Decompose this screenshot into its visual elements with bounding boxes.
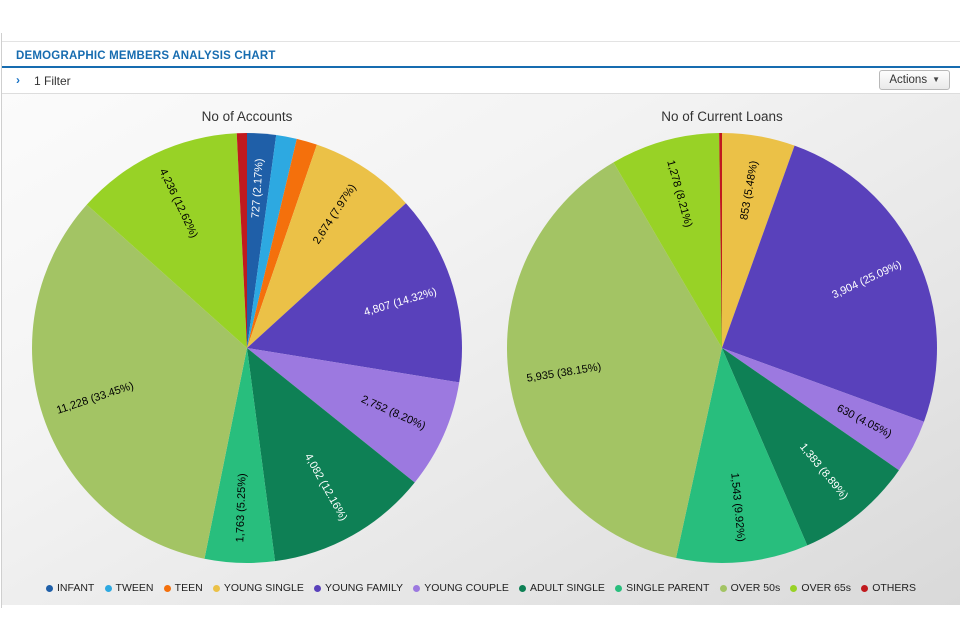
pie-chart-loans: 853 (5.48%)3,904 (25.09%)630 (4.05%)1,38… xyxy=(506,133,938,564)
legend-item-over-50s[interactable]: OVER 50s xyxy=(719,582,781,594)
pie-slice-others[interactable] xyxy=(719,133,722,348)
legend-label: YOUNG SINGLE xyxy=(223,582,304,594)
legend-label: INFANT xyxy=(57,582,95,594)
pie-slice-over-65s[interactable] xyxy=(86,133,247,348)
pie-slice-young-couple[interactable] xyxy=(722,348,924,471)
legend-item-tween[interactable]: TWEEN xyxy=(104,582,154,594)
legend-item-young-family[interactable]: YOUNG FAMILY xyxy=(314,582,403,594)
legend-label: OTHERS xyxy=(872,582,916,594)
legend-dot-icon xyxy=(861,584,869,592)
pie-slice-label: 1,763 (5.25%) xyxy=(234,473,248,542)
legend-label: OVER 50s xyxy=(730,582,781,594)
chevron-right-icon[interactable]: › xyxy=(16,73,20,87)
legend-label: SINGLE PARENT xyxy=(626,582,710,594)
legend-item-others[interactable]: OTHERS xyxy=(861,582,916,594)
legend-label: YOUNG FAMILY xyxy=(325,582,404,594)
legend-label: TWEEN xyxy=(115,582,154,594)
legend-dot-icon xyxy=(719,584,727,592)
legend-label: ADULT SINGLE xyxy=(530,582,605,594)
actions-button-label: Actions xyxy=(889,74,928,86)
legend-dot-icon xyxy=(790,584,798,592)
legend-dot-icon xyxy=(615,584,623,592)
pie-slice-teen[interactable] xyxy=(247,138,317,348)
pie-slice-single-parent[interactable] xyxy=(204,348,276,564)
pie-slice-infant[interactable] xyxy=(247,133,277,348)
panel-left-border xyxy=(1,33,2,608)
chart-title-loans: No of Current Loans xyxy=(661,109,783,124)
filter-bar: › 1 Filter Actions ▼ xyxy=(2,68,960,94)
pie-slice-label: 727 (2.17%) xyxy=(250,158,266,219)
pie-slice-young-single[interactable] xyxy=(247,144,406,348)
legend-dot-icon xyxy=(519,584,527,592)
pie-slice-young-family[interactable] xyxy=(247,203,462,383)
legend-item-single-parent[interactable]: SINGLE PARENT xyxy=(615,582,709,594)
legend-label: TEEN xyxy=(174,582,203,594)
pie-slice-young-family[interactable] xyxy=(722,145,938,422)
legend-item-infant[interactable]: INFANT xyxy=(46,582,94,594)
panel-top-border xyxy=(2,41,960,42)
pie-slice-over-65s[interactable] xyxy=(613,133,722,348)
legend-item-young-couple[interactable]: YOUNG COUPLE xyxy=(413,582,509,594)
pie-slice-tween[interactable] xyxy=(247,135,297,348)
legend-dot-icon xyxy=(413,584,421,592)
legend-dot-icon xyxy=(212,584,220,592)
legend-label: YOUNG COUPLE xyxy=(424,582,509,594)
filter-count-label[interactable]: 1 Filter xyxy=(34,74,71,88)
legend-dot-icon xyxy=(104,584,112,592)
legend-item-young-single[interactable]: YOUNG SINGLE xyxy=(212,582,304,594)
legend-item-over-65s[interactable]: OVER 65s xyxy=(790,582,851,594)
legend-dot-icon xyxy=(314,584,322,592)
legend-item-teen[interactable]: TEEN xyxy=(163,582,203,594)
pie-slice-adult-single[interactable] xyxy=(722,348,899,546)
legend-dot-icon xyxy=(163,584,171,592)
pie-slice-young-couple[interactable] xyxy=(247,348,460,483)
chevron-down-icon: ▼ xyxy=(932,75,940,84)
chart-title-accounts: No of Accounts xyxy=(201,109,293,124)
chart-legend: INFANT TWEEN TEEN YOUNG SINGLE YOUNG FAMILY Y… xyxy=(2,571,960,605)
pie-slice-single-parent[interactable] xyxy=(676,348,808,564)
page-title: DEMOGRAPHIC MEMBERS ANALYSIS CHART xyxy=(16,50,276,62)
legend-label: OVER 65s xyxy=(801,582,852,594)
legend-dot-icon xyxy=(46,584,53,592)
pie-chart-accounts: 727 (2.17%) 2,674 (7.97%)4,807 (14.32%)2,… xyxy=(32,133,462,564)
pie-slice-young-single[interactable] xyxy=(722,133,795,348)
legend-item-adult-single[interactable]: ADULT SINGLE xyxy=(519,582,605,594)
pie-slice-adult-single[interactable] xyxy=(247,348,415,562)
pie-slice-over-50s[interactable] xyxy=(506,162,722,559)
pie-slice-others[interactable] xyxy=(236,133,247,348)
actions-button[interactable]: Actions ▼ xyxy=(879,70,950,90)
pie-slice-over-50s[interactable] xyxy=(32,204,248,559)
title-underline xyxy=(2,66,960,68)
chart-area: No of Accounts No of Current Loans 727 (… xyxy=(2,94,960,605)
